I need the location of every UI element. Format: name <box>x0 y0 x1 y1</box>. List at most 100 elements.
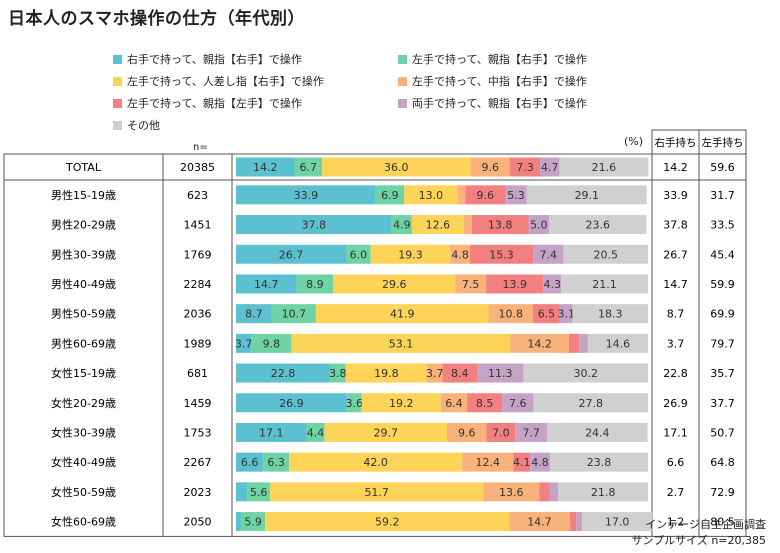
bar-segment <box>587 333 648 353</box>
bar-segment <box>455 274 487 294</box>
row-sample-size: 1769 <box>184 248 212 261</box>
bar-data-label: 9.8 <box>263 337 281 350</box>
bar-segment <box>411 215 464 235</box>
bar-segment <box>271 304 316 324</box>
row-label: 男性15-19歳 <box>51 188 116 202</box>
bar-data-label: 13.6 <box>499 486 524 499</box>
bar-data-label: 6.7 <box>300 161 318 174</box>
bar-data-label: 5.3 <box>507 189 525 202</box>
bar-segment <box>236 244 347 264</box>
bar-data-label: 15.3 <box>489 248 514 261</box>
bar-segment <box>539 482 550 502</box>
legend-item: 右手で持って、親指【右手】で操作 <box>113 51 302 67</box>
row-left-hand-pct: 80.5 <box>710 516 735 529</box>
row-sample-size: 2023 <box>184 486 212 499</box>
row-sample-size: 1989 <box>184 337 212 350</box>
bar-segment <box>526 185 647 205</box>
bar-data-label: 14.7 <box>254 278 279 291</box>
bar-segment <box>236 422 307 442</box>
bar-data-label: 9.6 <box>481 161 499 174</box>
bar-data-label: 3.6 <box>345 397 363 410</box>
bar-segment <box>467 393 503 413</box>
bar-segment <box>345 363 428 383</box>
row-left-hand-pct: 31.7 <box>710 189 735 202</box>
bar-segment <box>465 185 506 205</box>
row-label: 女性50-59歳 <box>51 485 116 499</box>
bar-data-label: 3.7 <box>235 337 253 350</box>
row-left-hand-pct: 72.9 <box>710 486 735 499</box>
bar-data-label: 23.8 <box>587 456 612 469</box>
bar-data-label: 20.5 <box>594 248 619 261</box>
bar-data-label: 6.0 <box>350 248 368 261</box>
bar-data-label: 41.9 <box>390 308 415 321</box>
row-right-hand-pct: 33.9 <box>663 189 688 202</box>
bar-data-label: 8.7 <box>245 308 263 321</box>
bar-data-label: 14.2 <box>253 161 278 174</box>
bar-segment <box>236 157 295 177</box>
bar-segment <box>370 244 451 264</box>
bar-segment <box>477 363 524 383</box>
bar-data-label: 6.6 <box>241 456 259 469</box>
bar-segment <box>471 215 529 235</box>
legend-swatch <box>398 76 407 86</box>
legend-label: 左手で持って、人差し指【右手】で操作 <box>127 75 324 88</box>
bar-segment <box>470 244 534 264</box>
bar-data-label: 6.9 <box>381 189 399 202</box>
row-sample-size: 681 <box>187 367 208 380</box>
row-label: 男性40-49歳 <box>51 277 116 291</box>
bar-data-label: 21.1 <box>592 278 617 291</box>
bar-data-label: 3.1 <box>557 308 575 321</box>
bar-segment <box>270 482 484 502</box>
bar-segment <box>236 215 392 235</box>
bar-data-label: 6.3 <box>267 456 285 469</box>
table-frame <box>3 153 747 537</box>
row-sample-size: 623 <box>187 189 208 202</box>
bar-data-label: 36.0 <box>384 161 409 174</box>
bar-segment <box>457 185 466 205</box>
row-right-hand-pct: 26.7 <box>663 248 688 261</box>
bar-data-label: 11.3 <box>488 367 513 380</box>
bar-segment <box>543 274 562 294</box>
bar-data-label: 12.6 <box>426 219 451 232</box>
bar-segment <box>391 215 412 235</box>
row-left-hand-pct: 50.7 <box>710 426 735 439</box>
bar-data-label: 13.0 <box>419 189 444 202</box>
bar-data-label: 7.6 <box>509 397 527 410</box>
bar-data-label: 8.9 <box>306 278 324 291</box>
bar-data-label: 27.8 <box>578 397 603 410</box>
row-sample-size: 2036 <box>184 308 212 321</box>
row-right-hand-pct: 3.7 <box>667 337 685 350</box>
bar-segment <box>528 215 550 235</box>
bar-data-label: 8.4 <box>451 367 469 380</box>
bar-data-label: 7.3 <box>516 161 534 174</box>
bar-data-label: 22.8 <box>271 367 296 380</box>
bar-data-label: 10.8 <box>499 308 524 321</box>
bar-data-label: 24.4 <box>585 426 610 439</box>
row-label: 男性60-69歳 <box>51 336 116 350</box>
row-sample-size: 2284 <box>184 278 212 291</box>
legend-label: 左手で持って、親指【右手】で操作 <box>412 53 587 66</box>
bar-segment <box>547 422 648 442</box>
bar-data-label: 17.1 <box>259 426 284 439</box>
bar-segment <box>486 422 516 442</box>
bar-segment <box>442 363 478 383</box>
bar-segment <box>346 393 362 413</box>
bar-data-label: 4.8 <box>531 456 549 469</box>
bar-data-label: 29.1 <box>575 189 600 202</box>
bar-segment <box>440 393 468 413</box>
legend-swatch <box>398 54 407 64</box>
bar-segment <box>236 274 297 294</box>
legend-swatch <box>113 54 122 64</box>
bar-data-label: 4.7 <box>541 161 559 174</box>
legend-item: その他 <box>113 117 160 133</box>
bar-segment <box>322 157 471 177</box>
row-label: 女性30-39歳 <box>51 425 116 439</box>
bar-data-label: 8.5 <box>476 397 494 410</box>
bar-data-label: 5.0 <box>530 219 548 232</box>
row-left-hand-pct: 69.9 <box>710 308 735 321</box>
bar-segment <box>569 512 577 532</box>
bar-segment <box>582 512 653 532</box>
bar-segment <box>263 452 290 472</box>
bar-segment <box>324 422 447 442</box>
